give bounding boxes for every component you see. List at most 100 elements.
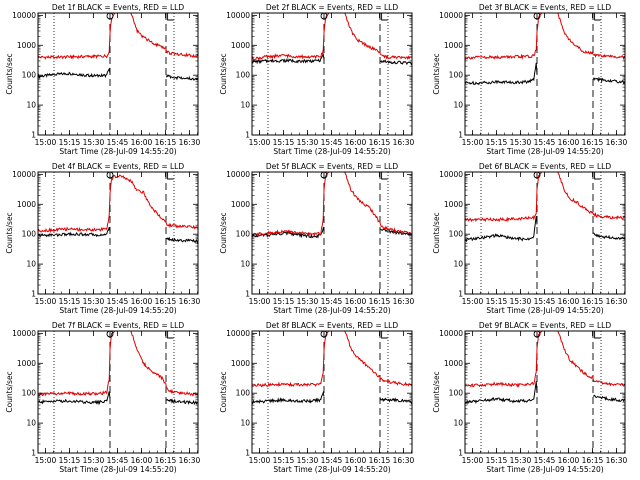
x-tick-label: 16:15 (369, 297, 391, 306)
y-axis-label: Counts/sec (219, 371, 228, 412)
x-tick-label: 16:15 (582, 456, 604, 465)
y-tick-label: 100 (449, 71, 464, 80)
y-axis-label: Counts/sec (432, 371, 441, 412)
y-tick-label: 1 (458, 449, 463, 458)
x-tick-label: 15:30 (83, 138, 105, 147)
detector-panel: Det 5f BLACK = Events, RED = LLD 1 10 100 10… (219, 162, 415, 315)
x-tick-label: 16:00 (345, 297, 367, 306)
events-series-line (252, 390, 412, 405)
x-tick-label: 16:15 (582, 138, 604, 147)
x-tick-label: 15:30 (297, 456, 319, 465)
x-axis-label: Start Time (28-Jul-09 14:55:20) (59, 465, 176, 474)
y-tick-label: 10000 (12, 170, 36, 179)
plot-frame (37, 330, 199, 454)
y-tick-label: 100 (449, 230, 464, 239)
x-tick-label: 15:45 (534, 456, 556, 465)
events-series-line (38, 227, 198, 245)
x-axis-label: Start Time (28-Jul-09 14:55:20) (59, 306, 176, 315)
plot-frame (464, 330, 626, 454)
y-tick-label: 10000 (12, 329, 36, 338)
y-tick-label: 100 (22, 230, 37, 239)
plot-frame (251, 330, 413, 454)
y-tick-label: 1000 (17, 41, 36, 50)
panel-title: Det 1f BLACK = Events, RED = LLD (52, 3, 185, 12)
panel-title: Det 4f BLACK = Events, RED = LLD (52, 162, 185, 171)
x-tick-label: 15:00 (249, 456, 271, 465)
x-tick-label: 16:00 (131, 456, 153, 465)
y-tick-label: 1 (245, 131, 250, 140)
y-tick-label: 1 (458, 290, 463, 299)
l-bracket-marker (594, 331, 601, 339)
y-tick-label: 10000 (226, 329, 250, 338)
l-bracket-marker (594, 13, 601, 21)
plot-frame (251, 171, 413, 295)
y-tick-label: 10000 (439, 170, 463, 179)
y-tick-label: 10 (453, 419, 463, 428)
x-tick-label: 15:45 (107, 456, 129, 465)
x-tick-label: 15:15 (273, 456, 295, 465)
y-tick-label: 1 (31, 290, 36, 299)
x-tick-label: 15:15 (486, 297, 508, 306)
y-tick-label: 100 (22, 389, 37, 398)
x-axis-label: Start Time (28-Jul-09 14:55:20) (59, 147, 176, 156)
plot-frame (464, 171, 626, 295)
y-axis-label: Counts/sec (5, 212, 14, 253)
x-tick-label: 15:00 (462, 138, 484, 147)
x-axis-label: Start Time (28-Jul-09 14:55:20) (486, 147, 603, 156)
y-tick-label: 1000 (231, 41, 250, 50)
y-tick-label: 10 (26, 260, 36, 269)
y-tick-label: 1000 (444, 41, 463, 50)
y-tick-label: 1 (245, 449, 250, 458)
x-tick-label: 15:30 (297, 138, 319, 147)
l-bracket-marker (381, 331, 388, 339)
y-tick-label: 100 (236, 389, 251, 398)
events-series-line (252, 52, 412, 66)
x-tick-label: 15:30 (297, 297, 319, 306)
x-tick-label: 15:15 (273, 297, 295, 306)
y-tick-label: 10 (26, 419, 36, 428)
y-tick-label: 100 (236, 71, 251, 80)
y-axis-label: Counts/sec (432, 212, 441, 253)
x-tick-label: 15:45 (534, 297, 556, 306)
events-series-line (465, 381, 625, 405)
x-tick-label: 15:45 (321, 456, 343, 465)
x-tick-label: 16:30 (606, 297, 628, 306)
x-tick-label: 15:00 (249, 138, 271, 147)
panel-title: Det 2f BLACK = Events, RED = LLD (266, 3, 399, 12)
y-tick-label: 1000 (444, 200, 463, 209)
x-tick-label: 16:00 (345, 138, 367, 147)
x-axis-label: Start Time (28-Jul-09 14:55:20) (273, 147, 390, 156)
x-tick-label: 15:15 (486, 138, 508, 147)
detector-panel: Det 9f BLACK = Events, RED = LLD 1 10 100 10… (432, 321, 628, 474)
y-tick-label: 1 (458, 131, 463, 140)
l-bracket-marker (167, 172, 174, 180)
x-tick-label: 15:00 (462, 297, 484, 306)
x-tick-label: 15:15 (59, 297, 81, 306)
x-tick-label: 16:15 (369, 138, 391, 147)
y-tick-label: 1000 (17, 200, 36, 209)
x-axis-label: Start Time (28-Jul-09 14:55:20) (273, 306, 390, 315)
y-tick-label: 100 (236, 230, 251, 239)
y-tick-label: 10000 (12, 11, 36, 20)
plot-frame (37, 171, 199, 295)
lld-series-line (252, 172, 412, 237)
events-series-line (38, 391, 198, 406)
y-tick-label: 1000 (231, 359, 250, 368)
x-tick-label: 15:15 (59, 138, 81, 147)
y-axis-label: Counts/sec (5, 53, 14, 94)
x-tick-label: 16:30 (606, 138, 628, 147)
x-tick-label: 16:30 (179, 456, 201, 465)
x-tick-label: 16:00 (131, 138, 153, 147)
panel-title: Det 5f BLACK = Events, RED = LLD (266, 162, 399, 171)
x-tick-label: 15:30 (83, 456, 105, 465)
panel-title: Det 8f BLACK = Events, RED = LLD (266, 321, 399, 330)
x-tick-label: 16:30 (606, 456, 628, 465)
x-tick-label: 16:30 (393, 297, 415, 306)
y-tick-label: 10 (26, 101, 36, 110)
detector-panel: Det 4f BLACK = Events, RED = LLD 1 10 100 10… (5, 162, 201, 315)
x-tick-label: 16:30 (179, 297, 201, 306)
x-tick-label: 16:00 (558, 456, 580, 465)
x-tick-label: 16:00 (558, 297, 580, 306)
